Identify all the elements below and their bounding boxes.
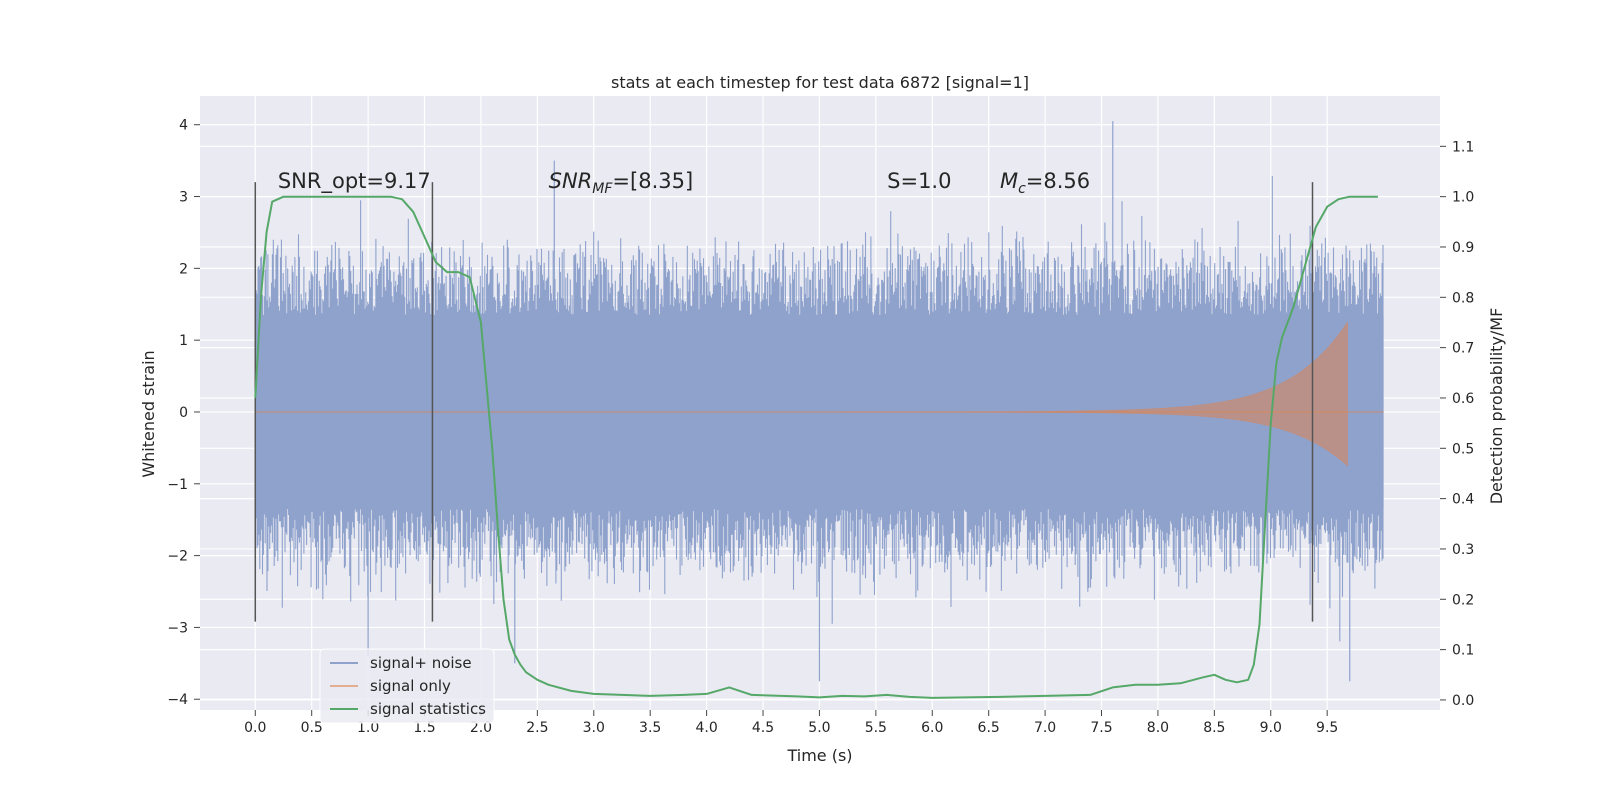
y2-axis-ticks: 1.1 1.0 0.9 0.8 0.7 0.6 0.5 0.4 0.3 0.2 0.1 0.0 [1440,139,1474,709]
annotation: S=1.0 [887,169,951,193]
x-tick-label: 5.0 [808,720,830,736]
x-tick-label: 9.0 [1260,720,1282,736]
x-axis-label: Time (s) [786,746,852,765]
x-tick-label: 6.5 [978,720,1000,736]
legend: signal+ noise signal only signal statist… [319,648,495,724]
x-tick-label: 1.0 [357,720,379,736]
x-tick-label: 0.0 [244,720,266,736]
y2-tick-label: 0.5 [1452,441,1474,457]
y2-tick-label: 0.9 [1452,240,1474,256]
legend-frame [319,648,495,724]
y-tick-label: −1 [167,477,188,493]
x-tick-label: 3.5 [639,720,661,736]
y2-tick-label: 0.7 [1452,341,1474,357]
x-tick-label: 5.5 [865,720,887,736]
x-tick-label: 4.5 [752,720,774,736]
y-axis-label: Whitened strain [139,350,158,477]
x-tick-label: 0.5 [301,720,323,736]
annotations: SNR_opt=9.17 SNRMF=[8.35] S=1.0 Mc=8.56 [278,169,1090,197]
y-tick-label: 0 [179,405,188,421]
x-tick-label: 7.5 [1090,720,1112,736]
y-axis-ticks: 4 3 2 1 0 −1 −2 −3 −4 [167,118,200,708]
annotation: SNR_opt=9.17 [278,169,431,194]
x-tick-label: 4.0 [695,720,717,736]
y-tick-label: 2 [179,261,188,277]
y-tick-label: 1 [179,333,188,349]
legend-label-signal-noise: signal+ noise [370,654,472,672]
x-tick-label: 8.0 [1147,720,1169,736]
y-tick-label: 4 [179,118,188,134]
y2-tick-label: 0.3 [1452,542,1474,558]
chart-title: stats at each timestep for test data 687… [611,73,1029,92]
annotation: SNRMF=[8.35] [549,169,694,197]
y2-tick-label: 0.2 [1452,592,1474,608]
x-tick-label: 6.0 [921,720,943,736]
signal-chirp [842,321,1348,467]
statistics-line [254,195,1378,699]
legend-label-signal-statistics: signal statistics [370,700,486,718]
series-signal-statistics [254,195,1378,699]
x-tick-label: 2.5 [526,720,548,736]
x-tick-label: 8.5 [1203,720,1225,736]
annotation: Mc=8.56 [1000,169,1090,197]
y-tick-label: −2 [167,549,188,565]
y2-tick-label: 0.8 [1452,290,1474,306]
x-tick-label: 2.0 [470,720,492,736]
x-tick-label: 7.0 [1034,720,1056,736]
y-tick-label: 3 [179,190,188,206]
legend-label-signal-only: signal only [370,677,451,695]
y2-tick-label: 0.4 [1452,492,1474,508]
y2-tick-label: 1.1 [1452,139,1474,155]
y2-tick-label: 0.0 [1452,693,1474,709]
series-signal-only [255,321,1384,467]
y2-tick-label: 0.1 [1452,643,1474,659]
x-tick-label: 1.5 [413,720,435,736]
y2-axis-label: Detection probability/MF [1487,308,1506,505]
x-axis-ticks: 0.0 0.5 1.0 1.5 2.0 2.5 3.0 3.5 4.0 4.5 5.0 5.5 6.0 6… [244,710,1338,736]
y2-tick-label: 0.6 [1452,391,1474,407]
x-tick-label: 3.0 [583,720,605,736]
y-tick-label: −3 [167,620,188,636]
x-tick-label: 9.5 [1316,720,1338,736]
y2-tick-label: 1.0 [1452,190,1474,206]
y-tick-label: −4 [167,692,188,708]
